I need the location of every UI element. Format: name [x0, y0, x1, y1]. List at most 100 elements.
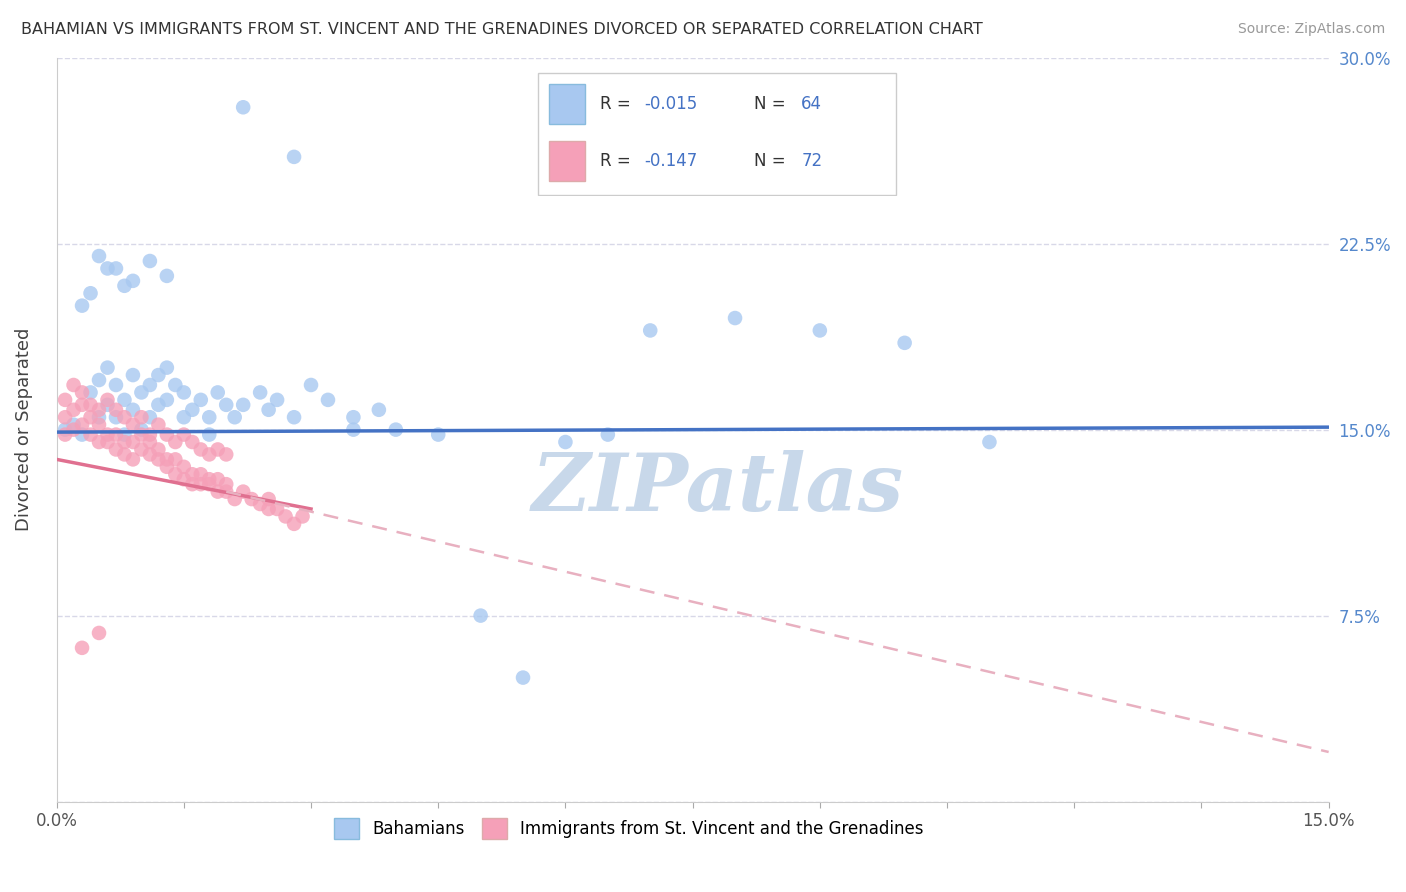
Point — [70, 427, 93, 442]
Point — [274, 509, 297, 524]
Point — [139, 447, 162, 461]
Point — [385, 423, 408, 437]
Point — [87, 435, 110, 450]
Point — [62, 417, 84, 432]
Point — [79, 410, 101, 425]
Point — [173, 385, 195, 400]
Point — [257, 402, 280, 417]
Text: N =: N = — [754, 153, 790, 170]
Point — [893, 335, 915, 350]
Point — [249, 385, 271, 400]
Point — [131, 385, 153, 400]
Point — [266, 502, 288, 516]
Point — [198, 447, 221, 461]
Point — [173, 472, 195, 486]
Point — [131, 410, 153, 425]
Point — [114, 435, 136, 450]
Point — [96, 360, 118, 375]
Point — [190, 477, 212, 491]
Point — [181, 402, 204, 417]
Text: -0.147: -0.147 — [644, 153, 697, 170]
Point — [257, 491, 280, 506]
Point — [62, 378, 84, 392]
Point — [62, 423, 84, 437]
Point — [79, 286, 101, 301]
Text: R =: R = — [600, 95, 636, 112]
Point — [173, 427, 195, 442]
Point — [427, 427, 450, 442]
Point — [96, 261, 118, 276]
Point — [979, 435, 1001, 450]
Point — [104, 378, 127, 392]
Point — [215, 477, 238, 491]
Point — [122, 274, 145, 288]
Point — [638, 323, 661, 337]
Point — [207, 385, 229, 400]
Point — [198, 472, 221, 486]
Point — [87, 402, 110, 417]
Point — [53, 423, 76, 437]
Point — [70, 417, 93, 432]
Point — [291, 509, 314, 524]
Point — [79, 385, 101, 400]
Point — [122, 368, 145, 382]
Point — [512, 671, 534, 685]
Point — [181, 467, 204, 482]
Point — [104, 261, 127, 276]
Point — [156, 268, 179, 283]
Point — [257, 502, 280, 516]
Point — [283, 150, 305, 164]
Text: -0.015: -0.015 — [644, 95, 697, 112]
Point — [249, 497, 271, 511]
Point — [122, 417, 145, 432]
Point — [342, 410, 364, 425]
Point — [131, 423, 153, 437]
Point — [156, 427, 179, 442]
Point — [266, 392, 288, 407]
Point — [808, 323, 831, 337]
Point — [96, 392, 118, 407]
Point — [79, 427, 101, 442]
Point — [554, 435, 576, 450]
Point — [96, 435, 118, 450]
Point — [139, 427, 162, 442]
FancyBboxPatch shape — [548, 84, 585, 124]
Point — [165, 452, 187, 467]
Point — [114, 278, 136, 293]
Point — [122, 435, 145, 450]
Point — [87, 626, 110, 640]
Point — [53, 410, 76, 425]
Point — [104, 410, 127, 425]
Point — [70, 640, 93, 655]
Point — [342, 423, 364, 437]
Point — [131, 427, 153, 442]
Point — [215, 398, 238, 412]
Point — [173, 410, 195, 425]
Point — [104, 427, 127, 442]
Point — [87, 417, 110, 432]
Point — [104, 442, 127, 457]
Point — [165, 467, 187, 482]
Point — [114, 447, 136, 461]
Y-axis label: Divorced or Separated: Divorced or Separated — [15, 328, 32, 532]
Point — [470, 608, 492, 623]
Point — [181, 435, 204, 450]
Point — [181, 477, 204, 491]
Point — [316, 392, 339, 407]
Point — [156, 452, 179, 467]
Text: 72: 72 — [801, 153, 823, 170]
Legend: Bahamians, Immigrants from St. Vincent and the Grenadines: Bahamians, Immigrants from St. Vincent a… — [328, 812, 931, 846]
Text: BAHAMIAN VS IMMIGRANTS FROM ST. VINCENT AND THE GRENADINES DIVORCED OR SEPARATED: BAHAMIAN VS IMMIGRANTS FROM ST. VINCENT … — [21, 22, 983, 37]
Point — [156, 392, 179, 407]
Point — [114, 427, 136, 442]
Point — [224, 410, 246, 425]
Point — [148, 442, 170, 457]
Text: R =: R = — [600, 153, 636, 170]
Point — [283, 516, 305, 531]
Point — [190, 442, 212, 457]
Point — [53, 427, 76, 442]
Point — [53, 392, 76, 407]
Text: N =: N = — [754, 95, 790, 112]
Point — [198, 427, 221, 442]
Point — [96, 398, 118, 412]
